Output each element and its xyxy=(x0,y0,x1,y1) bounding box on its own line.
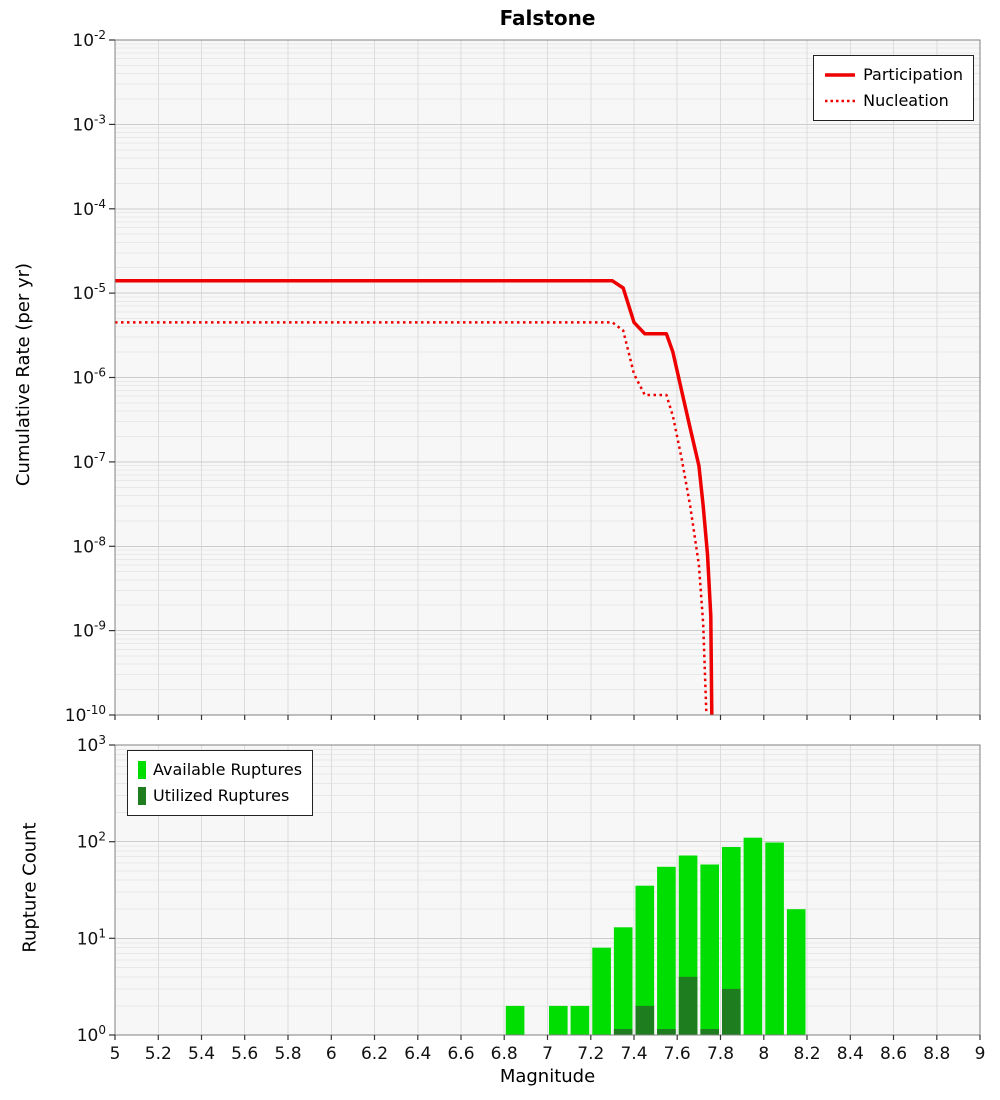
x-axis-label: Magnitude xyxy=(499,1066,596,1087)
svg-text:10-8: 10-8 xyxy=(72,534,106,557)
nucleation-line-swatch xyxy=(825,99,856,103)
legend-label-participation: Participation xyxy=(863,65,963,84)
svg-text:7.2: 7.2 xyxy=(577,1044,604,1064)
svg-text:8: 8 xyxy=(758,1044,769,1064)
svg-text:8.6: 8.6 xyxy=(880,1044,907,1064)
svg-text:8.2: 8.2 xyxy=(793,1044,820,1064)
svg-text:10-7: 10-7 xyxy=(72,450,106,473)
legend-row-utilized: Utilized Ruptures xyxy=(138,783,302,809)
svg-text:101: 101 xyxy=(77,926,106,949)
svg-text:6: 6 xyxy=(326,1044,337,1064)
utilized-ruptures-swatch xyxy=(138,787,146,805)
rate-legend: Participation Nucleation xyxy=(813,55,974,121)
participation-line-swatch xyxy=(825,73,856,77)
svg-text:102: 102 xyxy=(77,830,106,853)
svg-text:10-4: 10-4 xyxy=(72,197,106,220)
legend-row-participation: Participation xyxy=(824,62,963,88)
svg-text:7.4: 7.4 xyxy=(620,1044,647,1064)
svg-text:7.8: 7.8 xyxy=(707,1044,734,1064)
svg-text:8.8: 8.8 xyxy=(923,1044,950,1064)
svg-text:10-9: 10-9 xyxy=(72,619,106,642)
svg-text:6.4: 6.4 xyxy=(404,1044,431,1064)
chart-title: Falstone xyxy=(499,6,596,30)
legend-row-nucleation: Nucleation xyxy=(824,88,963,114)
available-ruptures-swatch xyxy=(138,761,146,779)
legend-label-nucleation: Nucleation xyxy=(863,91,949,110)
svg-text:9: 9 xyxy=(975,1044,986,1064)
legend-row-available: Available Ruptures xyxy=(138,757,302,783)
svg-text:103: 103 xyxy=(77,733,106,756)
svg-text:10-3: 10-3 xyxy=(72,112,106,135)
svg-text:10-5: 10-5 xyxy=(72,281,106,304)
svg-text:6.6: 6.6 xyxy=(447,1044,474,1064)
svg-text:6.2: 6.2 xyxy=(361,1044,388,1064)
svg-text:100: 100 xyxy=(77,1023,106,1046)
svg-text:5.2: 5.2 xyxy=(145,1044,172,1064)
svg-text:8.4: 8.4 xyxy=(837,1044,864,1064)
svg-text:5.4: 5.4 xyxy=(188,1044,215,1064)
svg-text:7: 7 xyxy=(542,1044,553,1064)
legend-label-utilized: Utilized Ruptures xyxy=(153,786,290,805)
svg-text:10-6: 10-6 xyxy=(72,366,106,389)
svg-text:5: 5 xyxy=(110,1044,121,1064)
svg-text:10-10: 10-10 xyxy=(65,703,106,726)
svg-text:5.6: 5.6 xyxy=(231,1044,258,1064)
svg-text:6.8: 6.8 xyxy=(491,1044,518,1064)
legend-label-available: Available Ruptures xyxy=(153,760,303,779)
svg-text:5.8: 5.8 xyxy=(274,1044,301,1064)
count-legend: Available Ruptures Utilized Ruptures xyxy=(127,750,314,816)
svg-text:7.6: 7.6 xyxy=(664,1044,691,1064)
svg-text:10-2: 10-2 xyxy=(72,28,106,51)
